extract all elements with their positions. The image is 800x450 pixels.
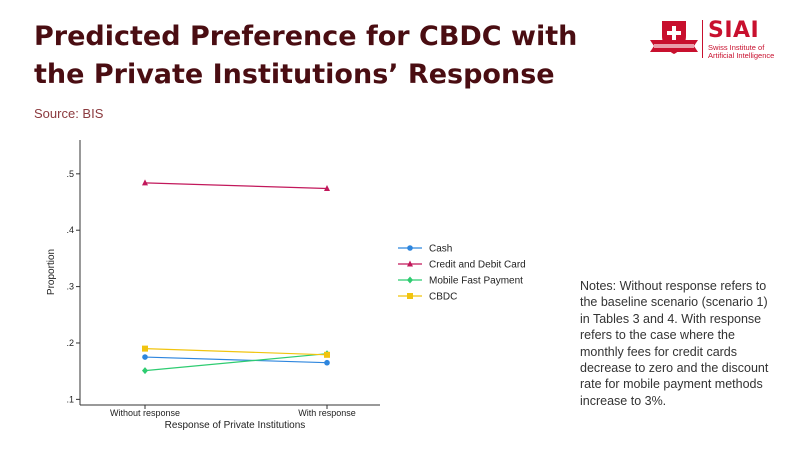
logo-divider xyxy=(702,20,703,58)
logo-subtitle-line2: Artificial Intelligence xyxy=(708,51,775,60)
x-ticks: Without response With response xyxy=(110,405,356,418)
series-line-credit-and-debit-card xyxy=(144,182,328,190)
page-title: Predicted Preference for CBDC with the P… xyxy=(34,21,578,90)
logo-subtitle-line1: Swiss Institute of xyxy=(708,43,765,52)
x-tick-label: With response xyxy=(298,408,356,418)
series-line-cbdc xyxy=(144,348,328,356)
logo-name: SIAI xyxy=(708,18,760,43)
y-tick-label: .5 xyxy=(66,169,74,179)
y-tick-label: .4 xyxy=(66,225,74,235)
legend-marker-cbdc xyxy=(407,293,413,299)
legend-label-cbdc: CBDC xyxy=(429,292,457,303)
x-axis-title: Response of Private Institutions xyxy=(165,420,306,431)
y-axis-title: Proportion xyxy=(46,249,57,295)
series-line-mobile-fast-payment xyxy=(144,353,328,372)
legend-marker-mobile-fast-payment xyxy=(407,276,413,284)
swiss-shield-icon xyxy=(650,21,698,54)
data-point-credit-and-debit-card xyxy=(324,184,330,191)
data-point-credit-and-debit-card xyxy=(142,179,148,186)
data-point-mobile-fast-payment xyxy=(142,367,148,375)
y-tick-label: .1 xyxy=(66,394,74,404)
legend: Cash Credit and Debit Card Mobile Fast Pay… xyxy=(398,244,526,303)
series-line-cash xyxy=(144,356,328,364)
data-point-cash xyxy=(142,354,148,360)
y-ticks: .1 .2 .3 .4 .5 xyxy=(66,169,80,404)
y-tick-label: .3 xyxy=(66,282,74,292)
legend-label-credit-and-debit-card: Credit and Debit Card xyxy=(429,260,526,271)
y-tick-label: .2 xyxy=(66,338,74,348)
data-point-cash xyxy=(324,359,330,366)
logo-subtitle: Swiss Institute of Artificial Intelligen… xyxy=(708,44,788,60)
notes-text: Notes: Without response refers to the ba… xyxy=(580,279,769,408)
legend-marker-credit-and-debit-card xyxy=(407,260,413,267)
series-group xyxy=(142,179,330,375)
source-text: Source: BIS xyxy=(34,106,104,121)
data-point-cbdc xyxy=(142,345,148,352)
legend-label-mobile-fast-payment: Mobile Fast Payment xyxy=(429,276,523,287)
x-tick-label: Without response xyxy=(110,408,180,418)
siai-logo: SIAI Swiss Institute of Artificial Intel… xyxy=(648,18,778,62)
legend-label-cash: Cash xyxy=(429,244,452,255)
data-point-cbdc xyxy=(324,351,330,358)
line-chart: .1 .2 .3 .4 .5 Without response With response… xyxy=(46,140,526,431)
legend-marker-cash xyxy=(407,245,413,251)
